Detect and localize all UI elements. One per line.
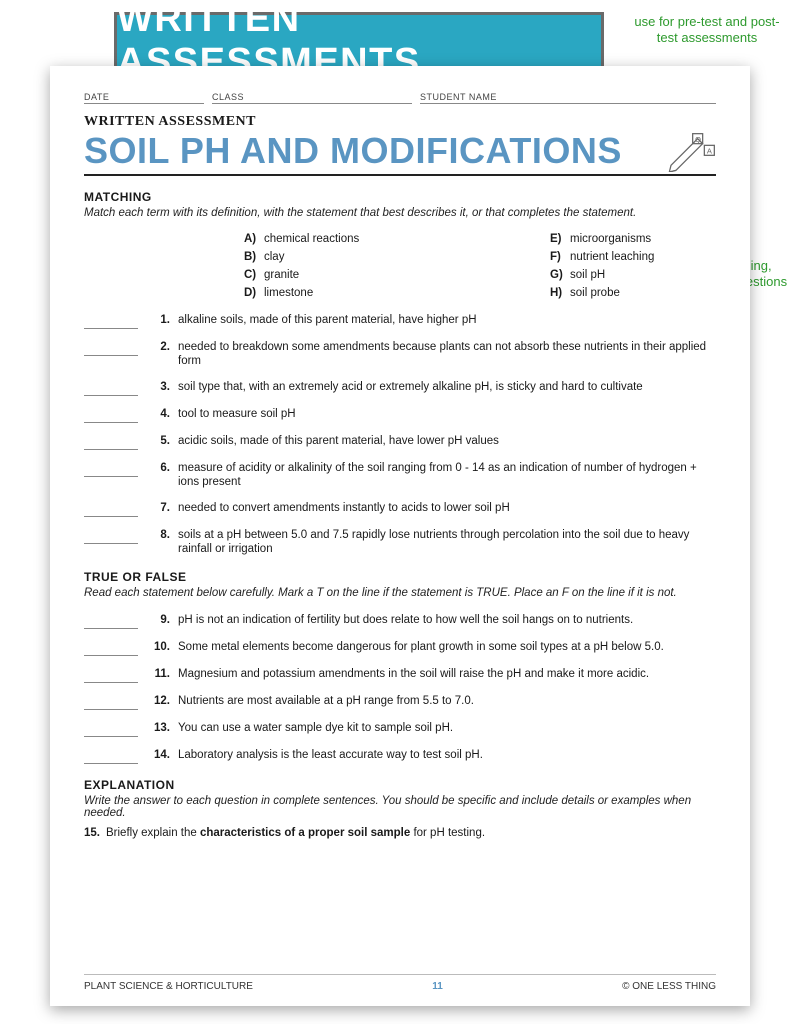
answer-blank[interactable] bbox=[84, 752, 138, 764]
question-row: 14.Laboratory analysis is the least accu… bbox=[84, 748, 716, 764]
tf-questions: 9.pH is not an indication of fertility b… bbox=[84, 613, 716, 764]
answer-blank[interactable] bbox=[84, 617, 138, 629]
question-row: 6.measure of acidity or alkalinity of th… bbox=[84, 461, 716, 490]
explanation-question: 15.Briefly explain the characteristics o… bbox=[84, 827, 716, 839]
question-row: 5.acidic soils, made of this parent mate… bbox=[84, 434, 716, 450]
matching-options: A)chemical reactions E)microorganisms B)… bbox=[244, 233, 716, 299]
option: B)clay bbox=[244, 251, 410, 263]
option: A)chemical reactions bbox=[244, 233, 410, 245]
svg-text:A: A bbox=[707, 147, 712, 156]
answer-blank[interactable] bbox=[84, 384, 138, 396]
option: E)microorganisms bbox=[550, 233, 716, 245]
question-row: 3.soil type that, with an extremely acid… bbox=[84, 380, 716, 396]
question-row: 2.needed to breakdown some amendments be… bbox=[84, 340, 716, 369]
answer-blank[interactable] bbox=[84, 505, 138, 517]
meta-student: STUDENT NAME bbox=[420, 92, 716, 104]
answer-blank[interactable] bbox=[84, 317, 138, 329]
meta-row: DATE CLASS STUDENT NAME bbox=[84, 92, 716, 104]
option: C)granite bbox=[244, 269, 410, 281]
question-row: 1.alkaline soils, made of this parent ma… bbox=[84, 313, 716, 329]
section-expl-heading: EXPLANATION bbox=[84, 778, 716, 792]
answer-blank[interactable] bbox=[84, 698, 138, 710]
answer-blank[interactable] bbox=[84, 465, 138, 477]
question-row: 13.You can use a water sample dye kit to… bbox=[84, 721, 716, 737]
option: D)limestone bbox=[244, 287, 410, 299]
title-row: SOIL PH AND MODIFICATIONS Q A bbox=[84, 130, 716, 176]
page-number: 11 bbox=[432, 981, 443, 992]
pencil-qa-icon: Q A bbox=[666, 132, 716, 172]
answer-blank[interactable] bbox=[84, 532, 138, 544]
question-row: 10.Some metal elements become dangerous … bbox=[84, 640, 716, 656]
question-row: 8.soils at a pH between 5.0 and 7.5 rapi… bbox=[84, 528, 716, 557]
section-tf-instructions: Read each statement below carefully. Mar… bbox=[84, 587, 716, 599]
question-row: 7.needed to convert amendments instantly… bbox=[84, 501, 716, 517]
section-matching-heading: MATCHING bbox=[84, 190, 716, 204]
meta-date: DATE bbox=[84, 92, 204, 104]
banner: WRITTEN ASSESSMENTS bbox=[114, 12, 604, 70]
option: H)soil probe bbox=[550, 287, 716, 299]
section-expl-instructions: Write the answer to each question in com… bbox=[84, 795, 716, 819]
option: G)soil pH bbox=[550, 269, 716, 281]
matching-questions: 1.alkaline soils, made of this parent ma… bbox=[84, 313, 716, 556]
section-matching-instructions: Match each term with its definition, wit… bbox=[84, 207, 716, 219]
answer-blank[interactable] bbox=[84, 671, 138, 683]
callout-pretest: use for pre-test and post-test assessmen… bbox=[632, 14, 782, 47]
question-row: 12.Nutrients are most available at a pH … bbox=[84, 694, 716, 710]
assessment-label: WRITTEN ASSESSMENT bbox=[84, 114, 716, 130]
footer: PLANT SCIENCE & HORTICULTURE 11 © ONE LE… bbox=[84, 974, 716, 992]
footer-left: PLANT SCIENCE & HORTICULTURE bbox=[84, 981, 253, 992]
worksheet-page: DATE CLASS STUDENT NAME WRITTEN ASSESSME… bbox=[50, 66, 750, 1006]
question-row: 9.pH is not an indication of fertility b… bbox=[84, 613, 716, 629]
answer-blank[interactable] bbox=[84, 725, 138, 737]
page-title: SOIL PH AND MODIFICATIONS bbox=[84, 130, 622, 172]
footer-right: © ONE LESS THING bbox=[622, 981, 716, 992]
section-tf-heading: TRUE OR FALSE bbox=[84, 570, 716, 584]
answer-blank[interactable] bbox=[84, 344, 138, 356]
answer-blank[interactable] bbox=[84, 438, 138, 450]
answer-blank[interactable] bbox=[84, 644, 138, 656]
answer-blank[interactable] bbox=[84, 411, 138, 423]
meta-class: CLASS bbox=[212, 92, 412, 104]
option: F)nutrient leaching bbox=[550, 251, 716, 263]
question-row: 4.tool to measure soil pH bbox=[84, 407, 716, 423]
question-row: 11.Magnesium and potassium amendments in… bbox=[84, 667, 716, 683]
